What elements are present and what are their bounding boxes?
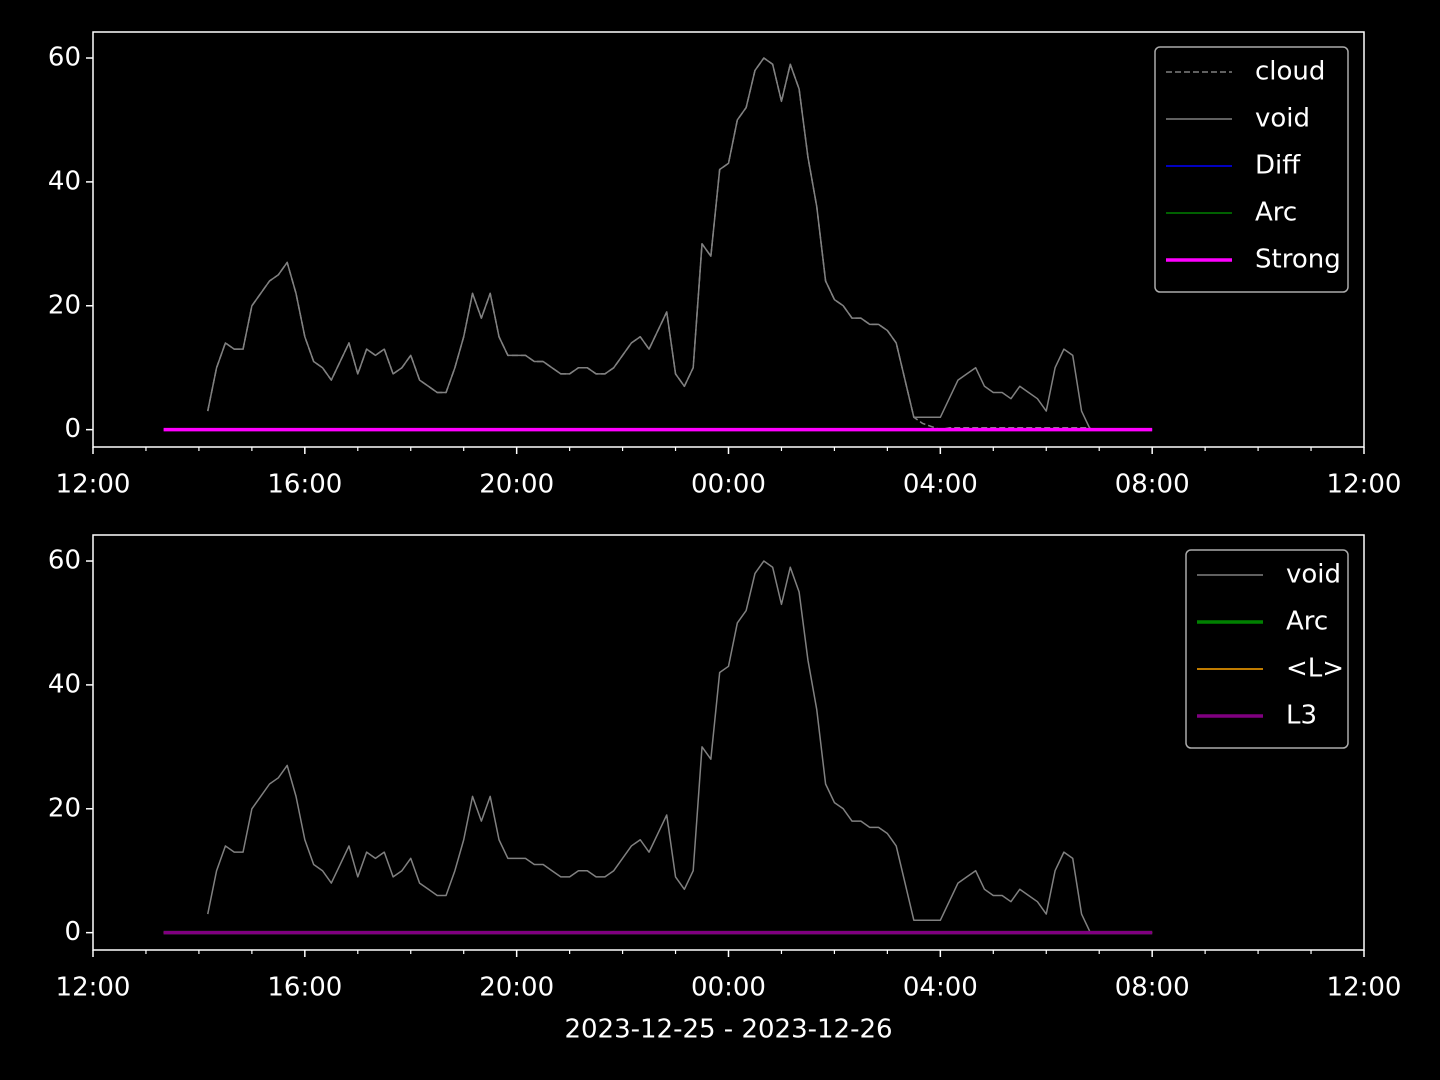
x-tick-label: 12:00 bbox=[1327, 470, 1402, 500]
x-tick-label: 12:00 bbox=[56, 973, 131, 1003]
y-tick-label: 60 bbox=[48, 546, 81, 576]
series-line bbox=[207, 57, 1092, 430]
legend-label: void bbox=[1255, 104, 1310, 134]
legend-label: <L> bbox=[1286, 654, 1344, 684]
x-tick-label: 00:00 bbox=[691, 470, 766, 500]
y-tick-label: 20 bbox=[48, 290, 81, 320]
legend-label: cloud bbox=[1255, 57, 1325, 87]
legend-label: Diff bbox=[1255, 151, 1301, 181]
x-tick-label: 00:00 bbox=[691, 973, 766, 1003]
legend-box bbox=[1185, 549, 1349, 749]
x-tick-label: 20:00 bbox=[479, 973, 554, 1003]
x-tick-label: 12:00 bbox=[1327, 973, 1402, 1003]
y-tick-label: 0 bbox=[64, 414, 81, 444]
axes-frame bbox=[92, 31, 1365, 448]
y-tick-label: 0 bbox=[64, 917, 81, 947]
x-tick-label: 08:00 bbox=[1115, 470, 1190, 500]
x-axis-label: 2023-12-25 - 2023-12-26 bbox=[564, 1015, 892, 1045]
x-tick-label: 12:00 bbox=[56, 470, 131, 500]
y-tick-label: 40 bbox=[48, 669, 81, 699]
x-tick-label: 16:00 bbox=[267, 973, 342, 1003]
legend-label: Arc bbox=[1286, 607, 1328, 637]
y-tick-label: 20 bbox=[48, 793, 81, 823]
legend-label: Arc bbox=[1255, 198, 1297, 228]
x-tick-label: 20:00 bbox=[479, 470, 554, 500]
y-tick-label: 40 bbox=[48, 166, 81, 196]
legend-box bbox=[1154, 46, 1349, 293]
axes-frame bbox=[92, 534, 1365, 951]
y-tick-label: 60 bbox=[48, 43, 81, 73]
legend-label: L3 bbox=[1286, 701, 1317, 731]
series-line bbox=[207, 560, 1092, 933]
x-tick-label: 08:00 bbox=[1115, 973, 1190, 1003]
legend-label: Strong bbox=[1255, 245, 1341, 275]
x-tick-label: 04:00 bbox=[903, 470, 978, 500]
legend-label: void bbox=[1286, 560, 1341, 590]
x-tick-label: 16:00 bbox=[267, 470, 342, 500]
x-tick-label: 04:00 bbox=[903, 973, 978, 1003]
